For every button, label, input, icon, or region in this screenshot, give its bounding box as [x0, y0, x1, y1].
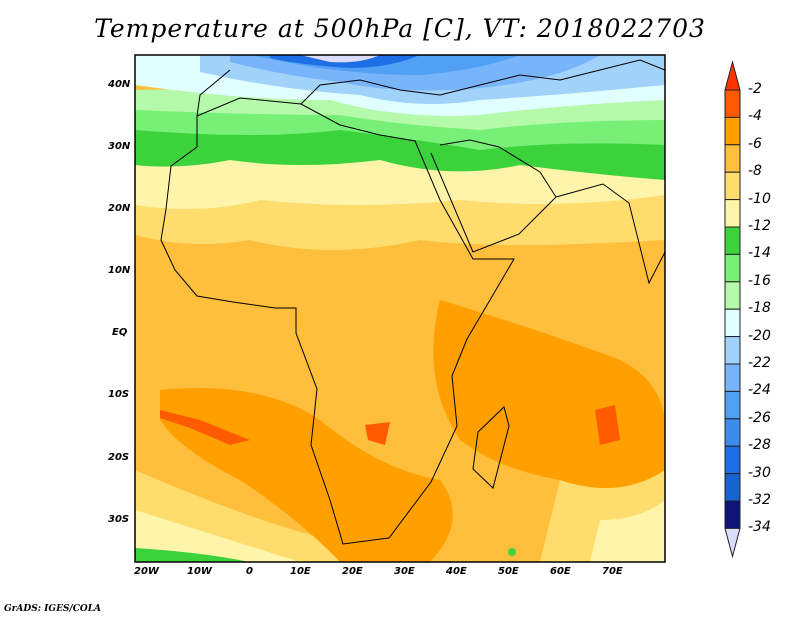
colorbar-label: -2 [748, 81, 762, 97]
colorbar-label: -24 [748, 382, 771, 399]
colorbar-swatch [724, 473, 741, 502]
colorbar-under-triangle [724, 527, 741, 559]
colorbar-label: -4 [748, 108, 762, 125]
colorbar-swatch [724, 171, 741, 201]
colorbar-label: -26 [748, 409, 771, 426]
colorbar-swatch [724, 89, 741, 118]
colorbar-label: -14 [748, 245, 771, 262]
map-title: Temperature at 500hPa [C], VT: 201802270… [94, 14, 706, 43]
lat-label: 20S [108, 452, 130, 463]
colorbar-swatch [724, 308, 741, 338]
lat-label: 20N [108, 203, 131, 214]
colorbar [724, 60, 741, 559]
map-frame [134, 54, 666, 563]
colorbar-swatch [724, 445, 741, 475]
lon-label: 60E [550, 566, 571, 577]
colorbar-label: -16 [748, 272, 771, 289]
credit-text: GrADS: IGES/COLA [4, 604, 102, 614]
colorbar-swatch [724, 363, 741, 392]
colorbar-swatch [724, 144, 741, 173]
lon-label: 0 [246, 566, 253, 577]
colorbar-swatch [724, 418, 741, 447]
lon-label: 20W [134, 566, 159, 577]
colorbar-label: -18 [748, 300, 771, 317]
lon-label: 40E [446, 566, 467, 577]
lat-label: 30S [108, 514, 130, 525]
temperature-fill [135, 55, 665, 562]
lon-label: 30E [394, 566, 415, 577]
colorbar-swatch [724, 390, 741, 420]
colorbar-label: -34 [748, 519, 771, 536]
colorbar-label: -6 [748, 135, 762, 152]
colorbar-swatch [724, 116, 741, 146]
colorbar-swatch [724, 226, 741, 255]
lon-label: 20E [342, 566, 363, 577]
colorbar-label: -28 [748, 437, 771, 454]
colorbar-label: -22 [748, 355, 771, 371]
lat-label: 10N [108, 265, 131, 276]
colorbar-over-triangle [724, 60, 741, 91]
coastlines [160, 59, 665, 545]
colorbar-swatch [724, 500, 741, 529]
lon-label: 70E [602, 566, 623, 577]
colorbar-swatch [724, 336, 741, 365]
lon-label: 50E [498, 566, 519, 577]
colorbar-label: -30 [748, 464, 771, 481]
lon-label: 10W [187, 566, 212, 577]
colorbar-swatch [724, 281, 741, 310]
lat-label: 40N [108, 79, 131, 90]
colorbar-label: -10 [748, 190, 771, 207]
lon-label: 10E [290, 566, 311, 577]
lat-label: 10S [108, 389, 130, 400]
colorbar-label: -20 [748, 327, 771, 344]
colorbar-label: -8 [748, 163, 762, 180]
lat-label: 30N [108, 141, 131, 152]
colorbar-swatch [724, 199, 741, 228]
lat-label: EQ [112, 327, 128, 338]
colorbar-label: -32 [748, 492, 771, 508]
colorbar-label: -12 [748, 218, 771, 234]
colorbar-swatch [724, 253, 741, 283]
